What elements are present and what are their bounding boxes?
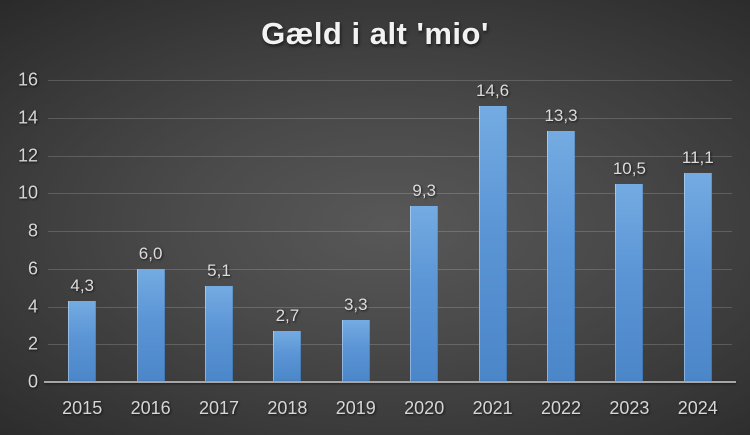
gridline xyxy=(48,268,732,270)
gridline xyxy=(48,117,732,119)
bar xyxy=(546,130,575,382)
bar-value-label: 5,1 xyxy=(207,260,231,280)
bar xyxy=(341,319,370,382)
x-axis-tick-label: 2019 xyxy=(335,398,376,418)
bar-slot: 4,3 xyxy=(48,80,116,382)
bar xyxy=(615,183,644,382)
y-axis-tick-label: 8 xyxy=(27,220,38,241)
bar-slot: 13,3 xyxy=(527,80,595,382)
bar-value-label: 4,3 xyxy=(70,275,95,295)
bar-value-label: 14,6 xyxy=(476,81,510,101)
bar-value-label: 6,0 xyxy=(138,243,163,263)
y-axis-tick-label: 6 xyxy=(27,258,38,279)
y-axis-tick-label: 4 xyxy=(27,296,38,316)
gridline xyxy=(48,306,732,308)
x-axis-tick-label: 2020 xyxy=(404,398,445,418)
x-axis-tick-label: 2021 xyxy=(472,398,513,418)
x-axis-tick-label: 2016 xyxy=(130,398,171,418)
bar xyxy=(410,206,439,382)
y-axis-tick-label: 0 xyxy=(27,371,38,392)
gridline xyxy=(48,344,732,346)
x-axis-tick-label: 2023 xyxy=(609,398,650,418)
y-axis-tick-label: 2 xyxy=(27,333,38,354)
bar-slot: 6,0 xyxy=(116,80,184,382)
bar-slot: 2,7 xyxy=(253,80,321,382)
bar-slot: 5,1 xyxy=(185,80,253,382)
chart-title: Gæld i alt 'mio' xyxy=(261,16,489,51)
x-axis-tick-label: 2024 xyxy=(677,398,718,418)
bar-value-label: 3,3 xyxy=(343,294,368,314)
gridline xyxy=(48,193,732,195)
x-axis-line xyxy=(44,381,736,383)
bar xyxy=(273,331,302,382)
y-axis-tick-label: 14 xyxy=(17,107,38,128)
bar-slot: 9,3 xyxy=(390,80,458,382)
bar-value-label: 11,1 xyxy=(681,147,714,167)
x-axis-tick-label: 2018 xyxy=(267,398,308,418)
bar xyxy=(136,268,165,382)
bar xyxy=(683,172,712,382)
bar-slot: 14,6 xyxy=(458,80,526,382)
bar-value-label: 2,7 xyxy=(275,306,300,326)
gridline xyxy=(48,155,732,157)
y-axis-tick-label: 10 xyxy=(17,182,38,203)
bar xyxy=(204,285,233,382)
x-axis-tick-label: 2017 xyxy=(198,398,240,418)
gridline xyxy=(48,231,732,232)
x-axis-tick-label: 2015 xyxy=(62,398,103,418)
bar-value-label: 9,3 xyxy=(412,181,437,201)
bar-slot: 3,3 xyxy=(322,80,390,382)
plot-area: 4,3 6,0 5,1 2,7 3,3 9,3 14,6 13,3 10,5 11,1 xyxy=(48,80,732,382)
y-axis-tick-label: 16 xyxy=(17,69,38,90)
gridline xyxy=(48,80,732,81)
bar-slot: 10,5 xyxy=(595,80,663,382)
bar-slot: 11,1 xyxy=(664,80,732,382)
bar-value-label: 13,3 xyxy=(544,105,578,125)
bar xyxy=(478,106,507,382)
x-axis-tick-label: 2022 xyxy=(540,398,582,418)
y-axis-tick-label: 12 xyxy=(17,145,38,165)
bar-value-label: 10,5 xyxy=(612,158,646,178)
bar xyxy=(68,300,97,382)
